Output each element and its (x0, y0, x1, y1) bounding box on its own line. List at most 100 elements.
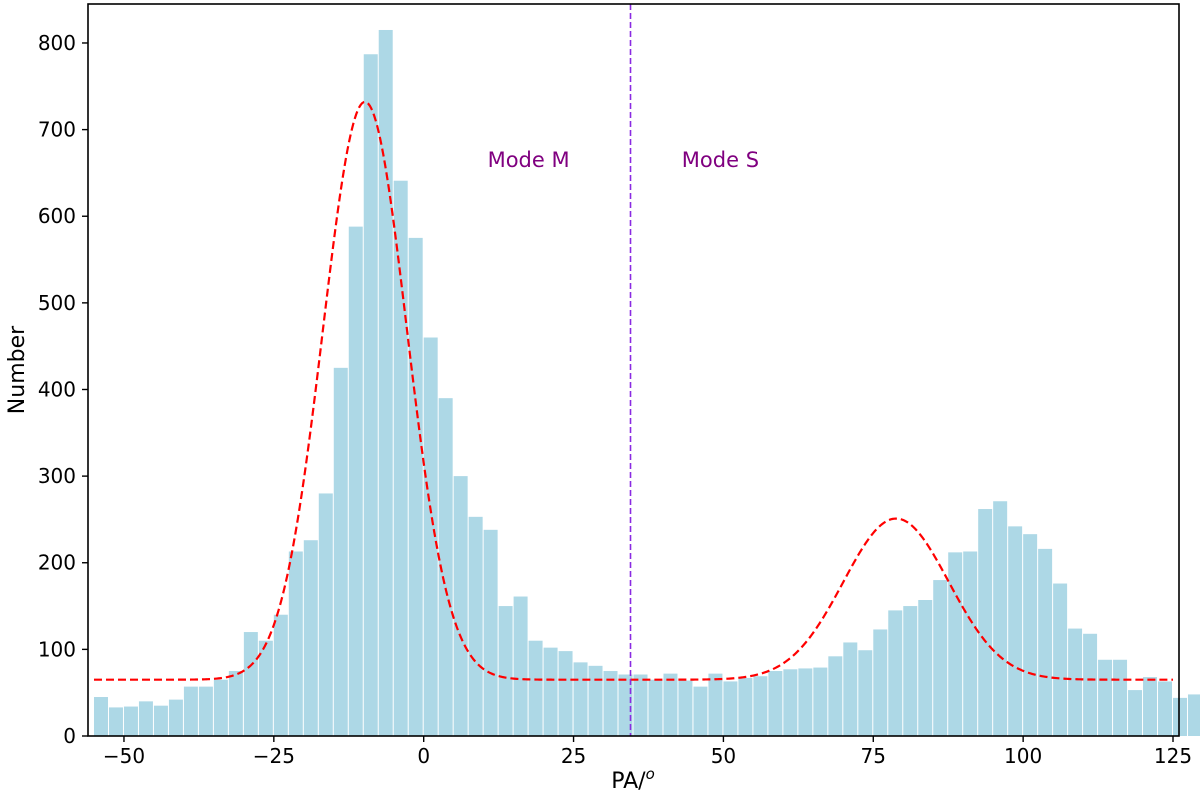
histogram-bar (708, 673, 723, 736)
annotation-mode-m: Mode M (488, 148, 570, 172)
histogram-bar (453, 476, 468, 736)
histogram-bar (888, 610, 903, 736)
histogram-bar (393, 180, 408, 736)
histogram-bar (1083, 633, 1098, 736)
histogram-bar (858, 650, 873, 736)
histogram-bar (963, 551, 978, 736)
histogram-bar (633, 674, 648, 736)
histogram-bars (93, 29, 1200, 737)
histogram-bar (588, 665, 603, 736)
x-tick-label: 25 (561, 744, 586, 768)
histogram-bar (1098, 659, 1113, 736)
histogram-bar (1038, 548, 1053, 736)
histogram-bar (603, 671, 618, 736)
gaussian-fit-curve (93, 100, 1174, 681)
histogram-bar (153, 705, 168, 736)
histogram-bar (843, 642, 858, 736)
histogram-bar (813, 667, 828, 736)
histogram-bar (918, 599, 933, 736)
histogram-bar (828, 656, 843, 736)
y-tick-label: 300 (38, 464, 76, 488)
histogram-bar (348, 226, 363, 736)
y-tick-label: 400 (38, 377, 76, 401)
histogram-bar (168, 699, 183, 736)
histogram-bar (498, 606, 513, 736)
y-tick-label: 0 (63, 724, 76, 748)
histogram-bar (213, 679, 228, 736)
histogram-bar (483, 529, 498, 736)
histogram-bar (1187, 694, 1200, 736)
histogram-bar (618, 674, 633, 736)
histogram-bar (1173, 697, 1187, 736)
y-axis-ticks: 0 100 200 300 400 500 600 700 800 (38, 31, 88, 748)
histogram-bar (378, 29, 393, 737)
histogram-bar (243, 632, 258, 736)
histogram-bar (1128, 690, 1143, 736)
histogram-bar (288, 551, 303, 736)
histogram-bar (903, 606, 918, 736)
histogram-bar (768, 671, 783, 736)
histogram-bar (753, 676, 768, 736)
x-tick-label: 75 (861, 744, 886, 768)
histogram-bar (1023, 534, 1038, 736)
histogram-bar (558, 651, 573, 736)
y-tick-label: 100 (38, 637, 76, 661)
histogram-bar (183, 686, 198, 736)
histogram-bar (228, 671, 243, 736)
histogram-bar (438, 398, 453, 736)
x-tick-label: −50 (103, 744, 145, 768)
y-tick-label: 500 (38, 291, 76, 315)
histogram-bar (738, 677, 753, 736)
histogram-bar (693, 686, 708, 736)
x-tick-label: 0 (417, 744, 430, 768)
x-tick-label: −25 (253, 744, 295, 768)
histogram-bar (948, 552, 963, 736)
histogram-bar (93, 697, 108, 736)
histogram-bar (423, 337, 438, 736)
histogram-bar (543, 647, 558, 736)
histogram-bar (468, 516, 483, 736)
histogram-bar (783, 669, 798, 736)
histogram-bar (273, 614, 288, 736)
y-tick-label: 800 (38, 31, 76, 55)
histogram-bar (723, 681, 738, 736)
x-axis-label-superscript: o (646, 765, 655, 783)
histogram-bar (1158, 681, 1173, 736)
annotation-mode-s: Mode S (682, 148, 759, 172)
histogram-bar (1008, 526, 1023, 736)
histogram-bar (108, 707, 123, 736)
histogram-bar (513, 596, 528, 736)
histogram-bar (978, 509, 993, 736)
histogram-bar (1068, 628, 1083, 736)
histogram-bar (648, 679, 663, 736)
histogram-bar (1053, 583, 1068, 736)
x-axis-ticks: −50 −25 0 25 50 75 100 125 (103, 736, 1192, 768)
histogram-bar (303, 540, 318, 736)
y-tick-label: 200 (38, 551, 76, 575)
x-axis-label: PA/o (611, 765, 655, 794)
histogram-bar (933, 580, 948, 736)
histogram-bar (333, 367, 348, 736)
histogram-bar (528, 640, 543, 736)
plot-frame (87, 3, 1180, 737)
histogram-bar (318, 493, 333, 736)
y-tick-label: 600 (38, 204, 76, 228)
x-tick-label: 50 (711, 744, 736, 768)
histogram-bar (573, 662, 588, 736)
histogram-bar (798, 668, 813, 736)
histogram-bar (993, 501, 1008, 736)
histogram-bar (1143, 677, 1158, 736)
x-tick-label: 125 (1154, 744, 1192, 768)
x-tick-label: 100 (1004, 744, 1042, 768)
histogram-bar (258, 640, 273, 736)
y-tick-label: 700 (38, 118, 76, 142)
histogram-bar (663, 673, 678, 736)
histogram-bar (198, 686, 213, 736)
histogram-bar (363, 54, 378, 737)
histogram-bar (873, 629, 888, 736)
histogram-bar (1113, 659, 1128, 736)
histogram-bar (408, 237, 423, 736)
histogram-bar (123, 706, 138, 736)
histogram-bar (138, 701, 153, 736)
